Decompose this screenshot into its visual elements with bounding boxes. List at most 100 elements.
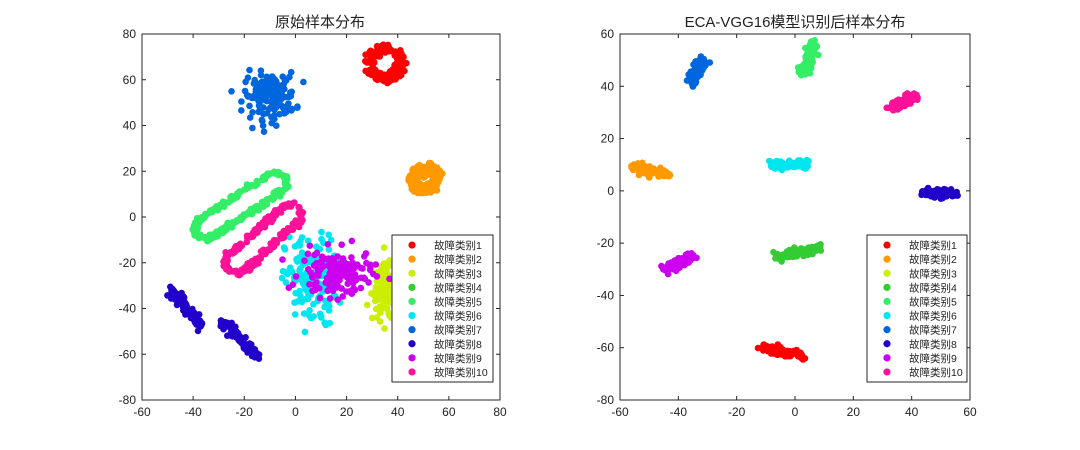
left-series-9-points	[279, 237, 393, 304]
left-point	[385, 311, 393, 319]
left-point	[386, 77, 393, 85]
left-point	[407, 181, 415, 189]
left-point	[347, 265, 354, 272]
right-legend-marker	[883, 326, 891, 334]
left-point	[297, 292, 304, 300]
right-series-4-points	[770, 241, 825, 265]
right-point	[798, 246, 805, 253]
left-point	[304, 250, 312, 258]
left-point	[190, 222, 198, 229]
right-point	[928, 192, 935, 199]
left-x-tick-label: -60	[133, 405, 151, 419]
left-legend-label: 故障类别7	[434, 324, 482, 337]
left-point	[231, 195, 238, 202]
left-point	[279, 233, 286, 241]
left-point	[217, 317, 225, 324]
right-legend-label: 故障类别8	[909, 338, 957, 351]
left-point	[298, 234, 306, 241]
right-point	[906, 94, 914, 102]
left-point	[318, 258, 325, 265]
right-series-5-points	[794, 37, 822, 79]
left-point	[366, 66, 374, 74]
left-legend-marker	[408, 269, 416, 277]
left-point	[365, 279, 372, 286]
right-point	[938, 187, 945, 194]
left-point	[194, 327, 202, 335]
right-series-8-points	[918, 184, 961, 202]
left-point	[295, 223, 303, 231]
left-point	[412, 173, 419, 180]
left-legend-marker	[408, 340, 416, 348]
right-legend-label: 故障类别4	[909, 281, 957, 294]
right-point	[889, 107, 897, 114]
left-point	[418, 163, 425, 170]
left-point	[193, 321, 200, 328]
left-point	[391, 74, 399, 81]
left-point	[357, 284, 365, 292]
right-y-tick-label: 60	[601, 27, 615, 41]
left-point	[306, 281, 313, 288]
left-point	[298, 217, 305, 224]
right-x-tick-label: 0	[792, 405, 799, 419]
right-legend-marker	[883, 297, 891, 306]
left-point	[193, 230, 201, 238]
left-point	[372, 51, 380, 59]
left-point	[306, 242, 314, 249]
left-x-tick-label: 20	[340, 405, 354, 419]
left-point	[228, 319, 235, 327]
right-legend-marker	[883, 241, 891, 249]
right-legend-label: 故障类别2	[909, 253, 957, 266]
right-point	[646, 174, 653, 181]
right-y-tick-label: -20	[597, 236, 615, 250]
left-legend-marker	[408, 297, 416, 306]
left-point	[281, 76, 289, 83]
left-chart-title: 原始样本分布	[275, 14, 365, 31]
left-point	[375, 45, 382, 53]
right-point	[805, 56, 813, 63]
left-point	[372, 261, 380, 268]
left-point	[265, 105, 273, 113]
left-point	[249, 124, 256, 132]
left-point	[246, 102, 253, 110]
left-point	[339, 255, 347, 262]
left-point	[279, 256, 286, 263]
left-point	[254, 180, 261, 188]
left-point	[311, 251, 318, 259]
right-point	[789, 159, 797, 167]
left-point	[288, 105, 296, 113]
right-legend-marker	[883, 354, 891, 362]
left-x-tick-label: 60	[442, 405, 456, 419]
right-point	[798, 64, 806, 71]
left-point	[268, 98, 275, 106]
left-point	[285, 100, 292, 107]
left-point	[321, 303, 328, 311]
right-x-axis: -60 -40 -20 0 20 40 60	[611, 34, 977, 419]
left-point	[377, 309, 384, 317]
left-point	[329, 287, 337, 295]
left-point	[257, 71, 265, 79]
right-x-tick-label: -60	[611, 405, 629, 419]
right-point	[664, 264, 671, 271]
left-point	[228, 88, 235, 95]
left-point	[309, 287, 316, 295]
left-point	[208, 232, 216, 240]
left-point	[226, 268, 233, 275]
right-point	[665, 172, 672, 180]
left-point	[419, 168, 426, 175]
left-point	[338, 285, 345, 292]
left-point	[368, 290, 375, 297]
left-series-1-points	[362, 41, 410, 87]
left-point	[260, 128, 268, 135]
left-point	[255, 108, 262, 116]
left-point	[429, 167, 437, 174]
right-point	[785, 248, 793, 255]
left-point	[308, 273, 316, 281]
left-point	[260, 173, 267, 181]
left-point	[260, 78, 267, 85]
right-legend-label: 故障类别10	[909, 366, 963, 379]
left-point	[266, 246, 274, 254]
left-series-5-points	[189, 168, 292, 245]
left-point	[301, 257, 308, 265]
left-point	[201, 214, 208, 221]
